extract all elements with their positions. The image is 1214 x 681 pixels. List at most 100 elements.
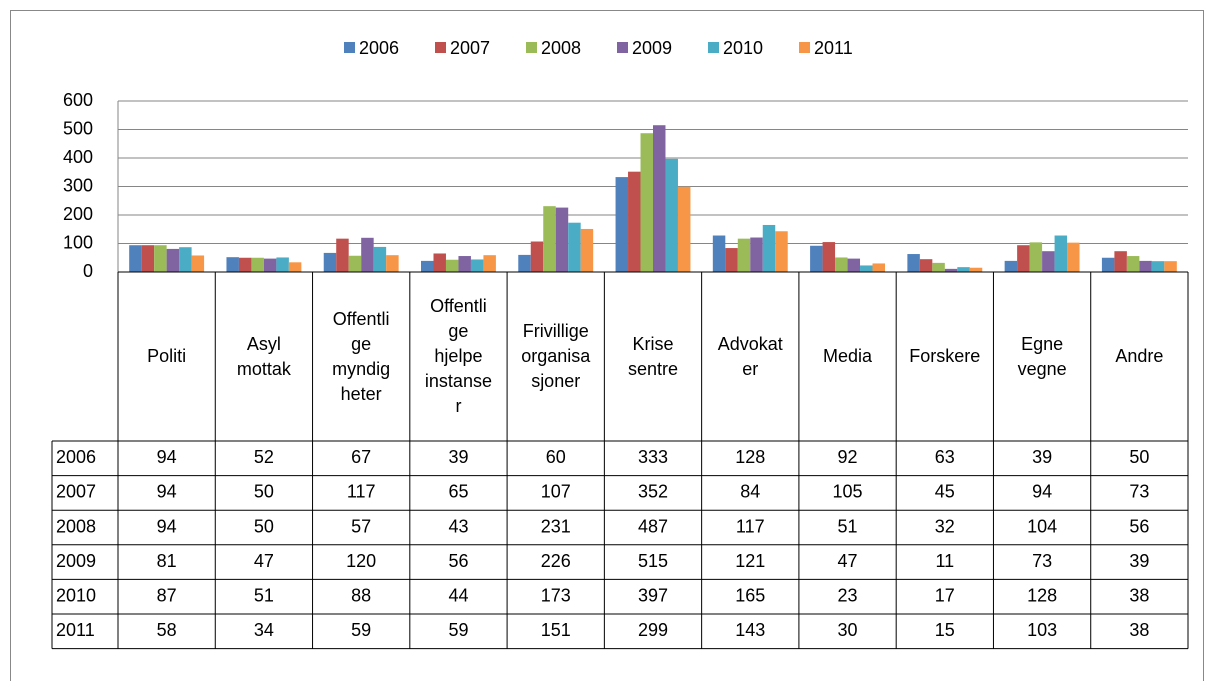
bar <box>712 235 726 272</box>
table-value: 94 <box>157 482 177 502</box>
bar <box>944 268 958 272</box>
legend-label: 2006 <box>359 38 399 58</box>
table-value: 58 <box>157 620 177 640</box>
bar <box>725 248 738 272</box>
bar <box>919 259 933 272</box>
bar <box>361 237 374 272</box>
bar <box>568 222 581 272</box>
bar <box>750 237 763 272</box>
bar <box>263 258 277 272</box>
bar <box>665 158 678 272</box>
table-value: 173 <box>541 585 571 605</box>
bar <box>1029 242 1043 272</box>
bar <box>276 257 289 272</box>
table-value: 352 <box>638 482 668 502</box>
table-value: 23 <box>838 585 858 605</box>
bar <box>677 186 691 272</box>
legend-label: 2010 <box>723 38 763 58</box>
table-value: 39 <box>448 447 468 467</box>
category-label: Offentli ge myndig heter <box>332 308 391 404</box>
table-value: 47 <box>838 551 858 571</box>
bar <box>141 245 155 272</box>
bar <box>640 133 653 272</box>
bar <box>860 265 873 272</box>
bar <box>653 125 666 272</box>
table-value: 231 <box>541 516 571 536</box>
bar <box>251 257 264 272</box>
chart-border <box>10 10 1204 681</box>
table-value: 59 <box>351 620 371 640</box>
category-label: Media <box>823 346 873 366</box>
bar <box>1126 256 1140 272</box>
legend-swatch <box>526 42 537 53</box>
bar <box>1101 257 1115 272</box>
bar <box>555 207 569 272</box>
bar <box>530 241 544 272</box>
bar <box>373 246 387 272</box>
bar <box>1067 242 1080 272</box>
bar <box>1139 260 1152 272</box>
table-value: 50 <box>1129 447 1149 467</box>
legend-swatch <box>617 42 628 53</box>
bar <box>1114 251 1127 272</box>
y-tick-label: 400 <box>63 147 93 167</box>
table-value: 32 <box>935 516 955 536</box>
table-value: 39 <box>1129 551 1149 571</box>
table-value: 73 <box>1129 482 1149 502</box>
bar <box>445 259 459 272</box>
bar <box>421 260 434 272</box>
bar <box>348 255 362 272</box>
table-value: 56 <box>448 551 468 571</box>
bar <box>580 228 594 272</box>
table-value: 11 <box>935 551 954 571</box>
category-label: Forskere <box>909 346 981 366</box>
table-value: 151 <box>541 620 571 640</box>
table-value: 57 <box>351 516 371 536</box>
y-tick-label: 300 <box>63 175 93 195</box>
bar <box>470 259 484 272</box>
table-value: 117 <box>347 482 376 502</box>
table-value: 60 <box>546 447 566 467</box>
table-value: 45 <box>935 482 955 502</box>
bar <box>1164 261 1177 272</box>
bar <box>822 242 836 272</box>
table-value: 38 <box>1129 620 1149 640</box>
category-label: Frivillige organisa sjoner <box>521 321 591 391</box>
bar <box>238 257 252 272</box>
table-value: 92 <box>838 447 858 467</box>
bar <box>336 238 349 272</box>
table-value: 88 <box>351 585 371 605</box>
table-value: 94 <box>1032 482 1052 502</box>
bar <box>386 255 399 272</box>
table-value: 51 <box>254 585 274 605</box>
table-value: 34 <box>254 620 274 640</box>
legend-label: 2009 <box>632 38 672 58</box>
y-tick-label: 500 <box>63 118 93 138</box>
row-label: 2010 <box>56 585 96 605</box>
bar <box>458 256 471 272</box>
table-value: 103 <box>1027 620 1057 640</box>
bar <box>433 253 446 272</box>
table-value: 84 <box>740 482 760 502</box>
bar <box>288 262 302 272</box>
row-label: 2006 <box>56 447 96 467</box>
table-value: 73 <box>1032 551 1052 571</box>
bar <box>543 206 556 272</box>
legend-swatch <box>344 42 355 53</box>
bar <box>1004 260 1018 272</box>
bar <box>628 171 641 272</box>
table-value: 43 <box>448 516 468 536</box>
table-value: 30 <box>838 620 858 640</box>
table-value: 94 <box>157 516 177 536</box>
table-value: 121 <box>735 551 765 571</box>
table-value: 81 <box>157 551 177 571</box>
bar <box>957 267 970 272</box>
y-tick-label: 200 <box>63 204 93 224</box>
bar <box>154 245 167 272</box>
row-label: 2008 <box>56 516 96 536</box>
bar <box>1017 245 1030 272</box>
bar <box>907 254 920 272</box>
table-value: 63 <box>935 447 955 467</box>
